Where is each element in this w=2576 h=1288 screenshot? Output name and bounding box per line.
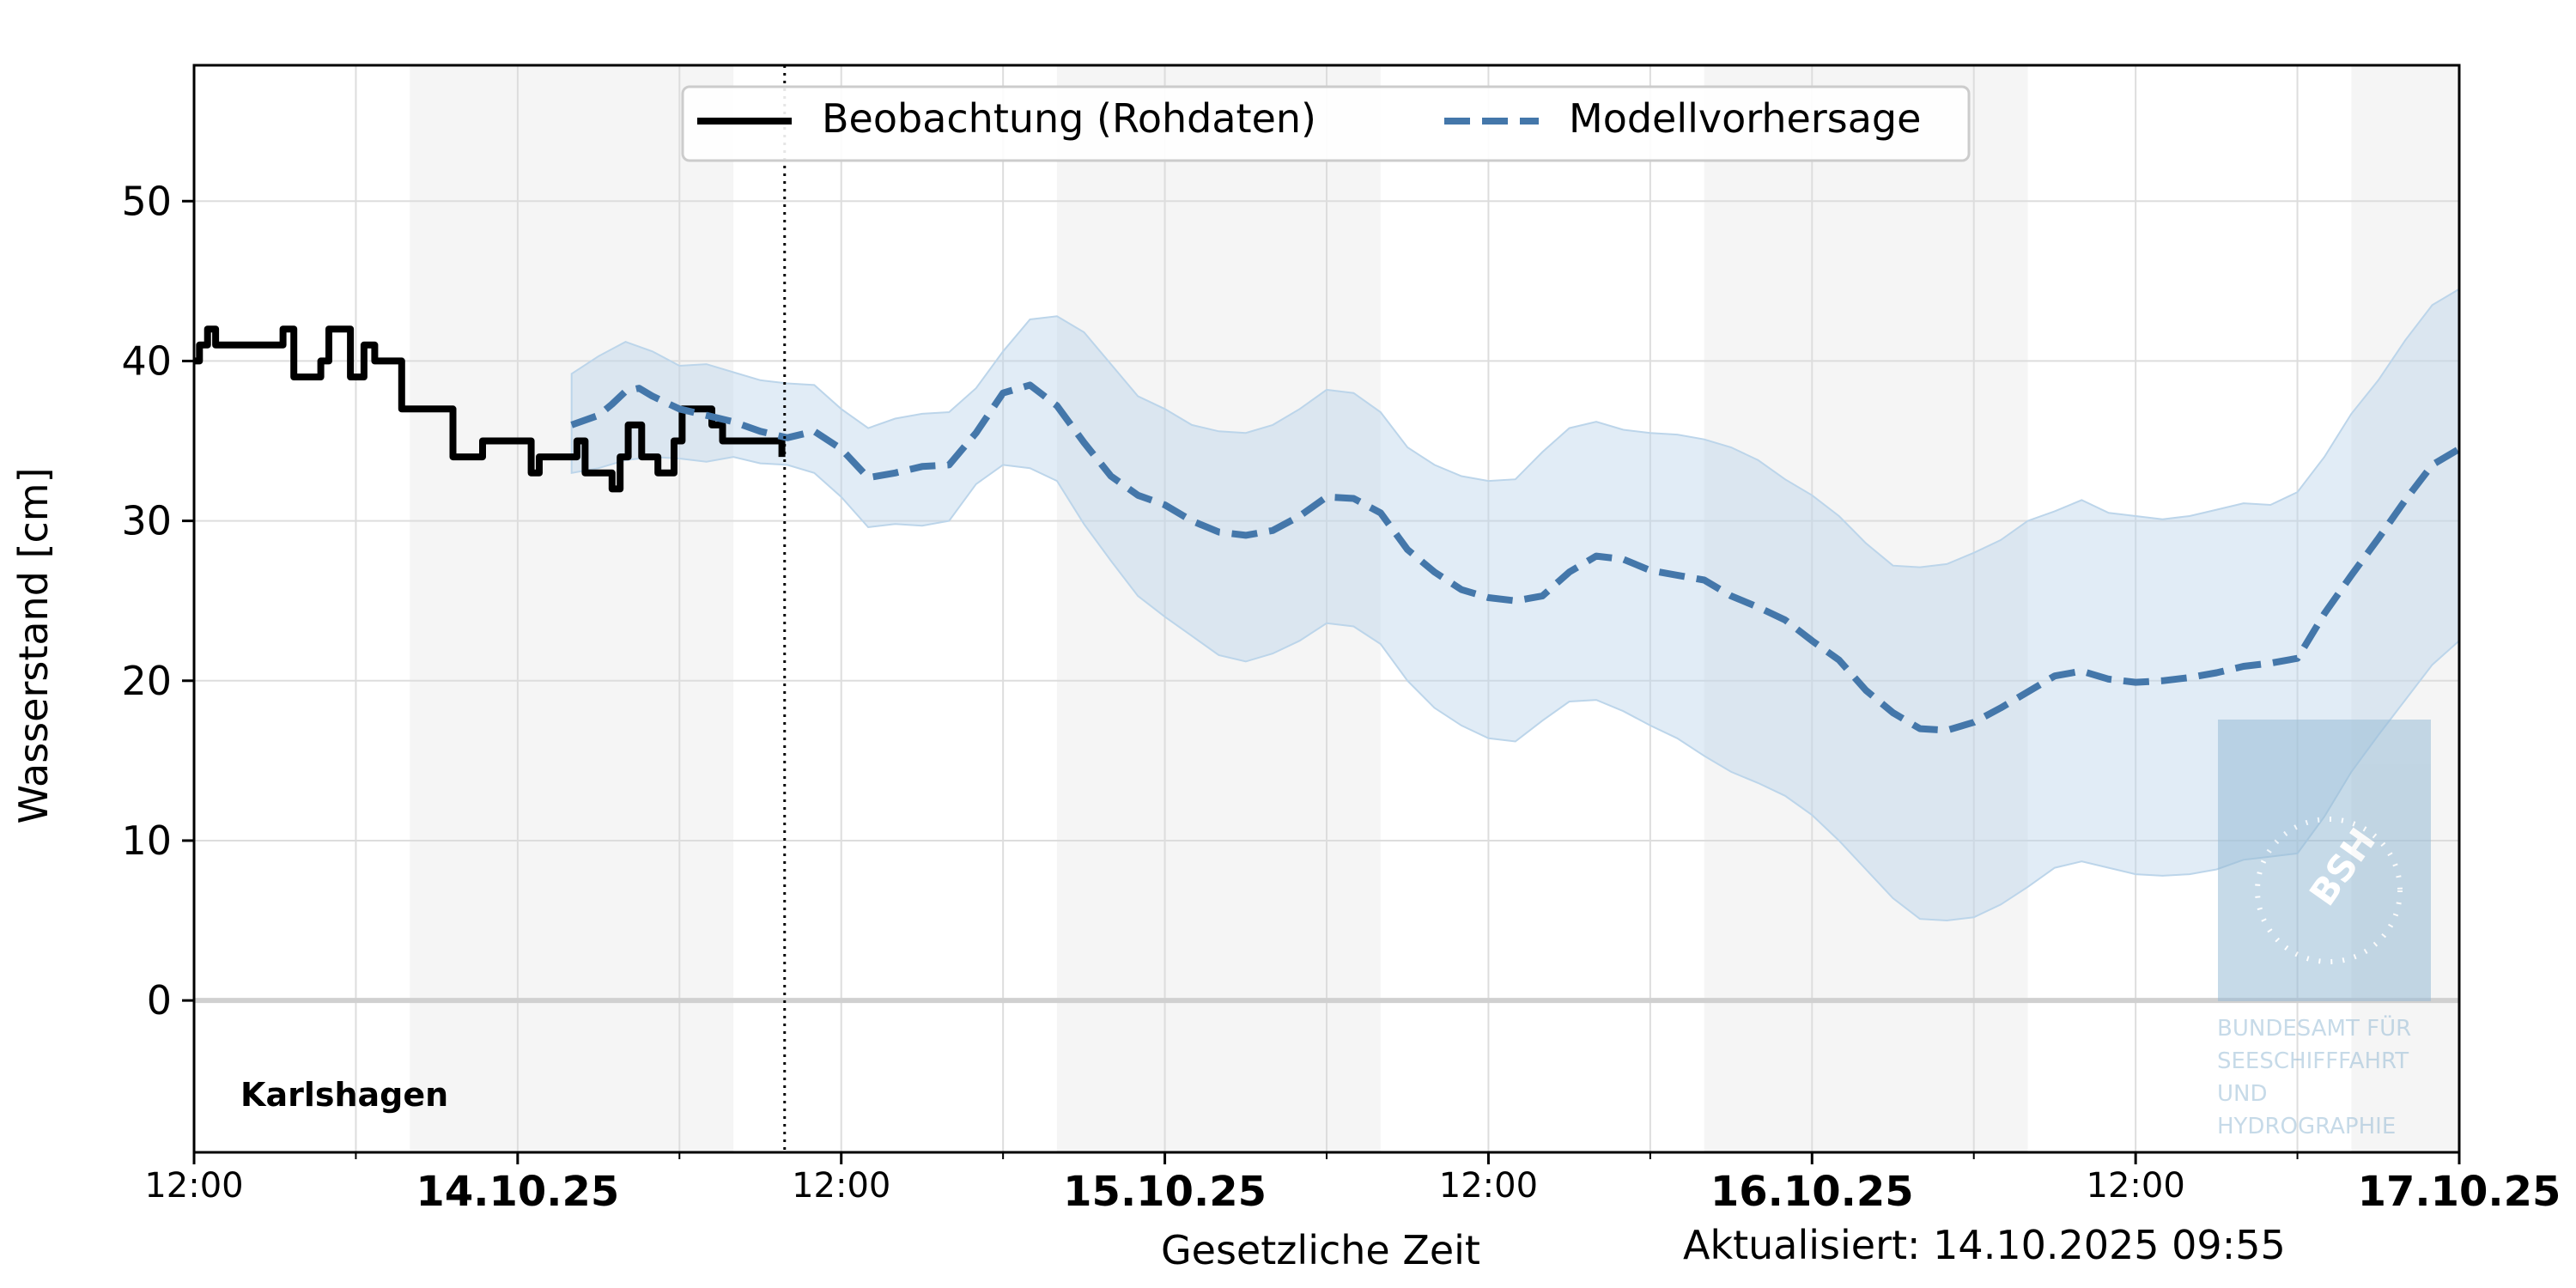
- legend-observation-label: Beobachtung (Rohdaten): [822, 95, 1316, 142]
- x-axis-label: Gesetzliche Zeit: [1161, 1227, 1480, 1273]
- series-lines: [194, 325, 2462, 734]
- logo-text-line-2: SEESCHIFFFAHRT: [2217, 1048, 2409, 1074]
- y-tick-label-3: 30: [121, 498, 172, 544]
- x-tick-label-0: 12:00: [144, 1166, 243, 1206]
- y-tick-label-1: 10: [121, 817, 172, 864]
- x-tick-label-6: 12:00: [2087, 1166, 2185, 1206]
- logo-dotted-circle: [2255, 817, 2403, 964]
- night-band-0: [410, 65, 734, 1152]
- updated-timestamp: Aktualisiert: 14.10.2025 09:55: [1683, 1222, 2286, 1268]
- uncertainty-band: [570, 287, 2460, 922]
- x-tick-label-4: 12:00: [1439, 1166, 1538, 1206]
- y-tick-label-0: 0: [147, 977, 172, 1024]
- y-axis-label: Wasserstand [cm]: [10, 467, 57, 823]
- station-label: Karlshagen: [240, 1076, 448, 1114]
- bsh-logo: BSH BUNDESAMT FÜR SEESCHIFFFAHRT UND HYD…: [2217, 720, 2431, 1139]
- x-axis-ticks: 12:00 14.10.25 12:00 15.10.25 12:00 16.10.25 1…: [144, 1152, 2561, 1216]
- x-tick-label-2: 12:00: [792, 1166, 890, 1206]
- y-tick-label-4: 40: [121, 337, 172, 384]
- x-tick-label-5: 16.10.25: [1710, 1168, 1914, 1216]
- x-tick-label-7: 17.10.25: [2358, 1168, 2561, 1216]
- y-tick-label-5: 50: [121, 178, 172, 224]
- logo-text-line-3: UND: [2217, 1081, 2268, 1107]
- observation-line: [194, 325, 786, 493]
- logo-text-line-4: HYDROGRAPHIE: [2217, 1114, 2396, 1139]
- x-tick-label-3: 15.10.25: [1063, 1168, 1267, 1216]
- logo-box: [2218, 720, 2431, 1001]
- legend-forecast-label: Modellvorhersage: [1569, 95, 1921, 142]
- uncertainty-band-area: [570, 287, 2460, 922]
- legend: Beobachtung (Rohdaten) Modellvorhersage: [681, 85, 1971, 162]
- forecast-line: [570, 381, 2462, 734]
- legend-box: [681, 85, 1971, 162]
- x-tick-label-1: 14.10.25: [416, 1168, 619, 1216]
- y-axis-ticks: 0 10 20 30 40 50: [121, 178, 194, 1024]
- logo-text-line-1: BUNDESAMT FÜR: [2217, 1014, 2411, 1042]
- y-tick-label-2: 20: [121, 658, 172, 704]
